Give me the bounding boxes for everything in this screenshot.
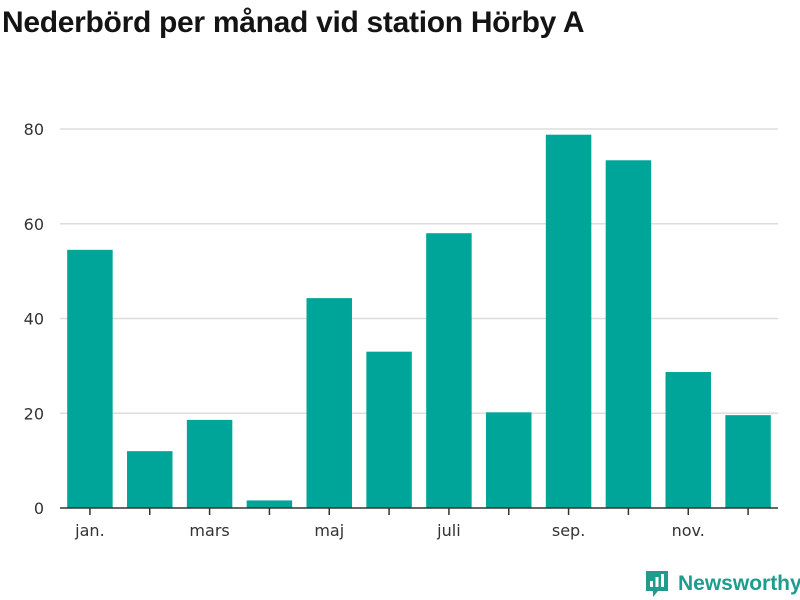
bar [246, 500, 293, 508]
bar [725, 415, 771, 508]
bars [67, 134, 771, 515]
x-tick-label: jan. [74, 521, 104, 540]
x-tick-label: nov. [672, 521, 705, 540]
bar [127, 451, 173, 508]
bar [366, 351, 412, 508]
brand-logo: Newsworthy [644, 568, 800, 600]
bar [306, 298, 352, 508]
bar [605, 160, 652, 508]
y-tick-label: 20 [24, 404, 44, 423]
x-tick-label: mars [189, 521, 229, 540]
bar [67, 249, 113, 508]
bar [545, 134, 592, 508]
brand-name: Newsworthy [678, 572, 800, 595]
x-tick-labels: jan. mars maj juli sep. nov. [74, 521, 705, 540]
bar [426, 233, 472, 508]
y-tick-label: 80 [24, 120, 44, 139]
page-title: Nederbörd per månad vid station Hörby A [2, 6, 585, 39]
x-tick-label: juli [436, 521, 460, 540]
grid-lines [60, 128, 778, 414]
y-tick-label: 40 [24, 310, 44, 329]
bar [665, 372, 711, 508]
y-tick-label: 0 [34, 499, 44, 518]
bar [186, 419, 233, 508]
x-tick-label: maj [314, 521, 344, 540]
y-tick-label: 60 [24, 215, 44, 234]
x-tick-label: sep. [552, 521, 585, 540]
y-tick-labels: 0 20 40 60 80 [24, 120, 44, 518]
newsworthy-logo-icon [646, 571, 668, 597]
bar [486, 412, 532, 508]
